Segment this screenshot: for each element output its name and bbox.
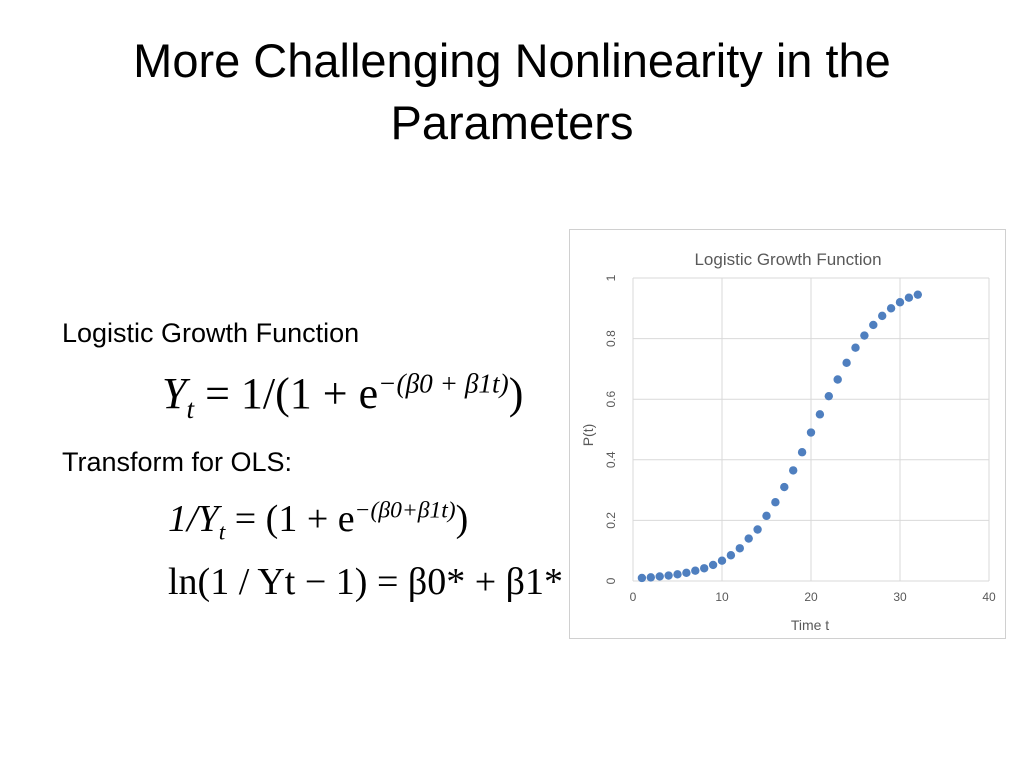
y-tick-label: 0 (604, 577, 618, 584)
eq2-rhs-pre: = (1 + e (225, 498, 355, 540)
x-tick-label: 20 (804, 590, 818, 604)
y-tick-label: 0.2 (604, 512, 618, 529)
eq2-rhs-post: ) (455, 498, 469, 540)
data-point (878, 311, 887, 321)
x-tick-label: 0 (630, 590, 637, 604)
data-point (682, 568, 691, 578)
transform-equation-1: 1/Yt = (1 + e−(β0+β1t)) (168, 497, 468, 547)
data-point (753, 525, 762, 534)
data-point (815, 410, 825, 419)
data-point (717, 556, 727, 565)
eq1-lhs: Y (162, 369, 187, 418)
data-point (789, 466, 798, 475)
data-point (726, 551, 736, 560)
data-point (904, 293, 914, 302)
y-axis-label: P(t) (580, 424, 596, 447)
data-point (646, 573, 655, 582)
x-tick-label: 40 (982, 590, 996, 604)
y-tick-label: 0.8 (604, 330, 618, 347)
data-point (637, 573, 647, 583)
logistic-chart: Logistic Growth Function 0 10 20 30 40 0 0.2 0.… (569, 229, 1006, 639)
data-point (806, 428, 816, 437)
x-tick-label: 30 (893, 590, 907, 604)
slide-title-line2: Parameters (390, 96, 634, 149)
y-tick-label: 0.6 (604, 391, 618, 408)
data-point (708, 560, 718, 570)
logistic-label: Logistic Growth Function (62, 318, 360, 348)
data-point (842, 358, 851, 368)
data-point (797, 448, 807, 457)
eq2-lhs: 1/Y (168, 498, 219, 540)
data-point (833, 375, 842, 384)
eq1-rhs-pre: = 1/(1 + e (194, 369, 379, 418)
chart-svg: Logistic Growth Function 0 10 20 30 40 0 0.2 0.… (580, 250, 996, 633)
x-tick-label: 10 (715, 590, 729, 604)
data-point (860, 331, 869, 340)
eq1-exponent: −(β0 + β1t) (378, 368, 509, 399)
data-point (895, 298, 905, 307)
eq2-exponent: −(β0+β1t) (354, 497, 456, 524)
eq1-rhs-post: ) (508, 369, 524, 418)
data-point (700, 564, 709, 573)
transform-label: Transform for OLS: (62, 447, 293, 477)
eq1-lhs-sub: t (186, 393, 195, 424)
data-point (691, 566, 700, 575)
x-axis-label: Time t (791, 617, 829, 633)
data-point (664, 571, 673, 580)
slide-title-line1: More Challenging Nonlinearity in the (133, 34, 891, 87)
data-point (780, 482, 789, 492)
slide-title: More Challenging Nonlinearity in the Par… (40, 30, 984, 154)
data-point (744, 534, 753, 543)
data-point (913, 290, 922, 299)
y-tick-label: 1 (604, 274, 618, 281)
logistic-equation: Yt = 1/(1 + e−(β0 + β1t)) (162, 368, 523, 425)
data-point (824, 391, 833, 401)
data-point (673, 570, 682, 579)
data-point (869, 320, 878, 330)
data-point (851, 343, 860, 352)
y-tick-label: 0.4 (604, 451, 618, 468)
eq2-lhs-sub: t (218, 519, 226, 546)
data-point (655, 572, 664, 581)
transform-equation-2: ln(1 / Yt − 1) = β0* + β1* t (168, 561, 584, 603)
data-point (886, 304, 896, 313)
data-point (762, 511, 771, 521)
chart-title: Logistic Growth Function (694, 250, 881, 269)
data-point (735, 544, 744, 553)
data-point (771, 498, 780, 507)
